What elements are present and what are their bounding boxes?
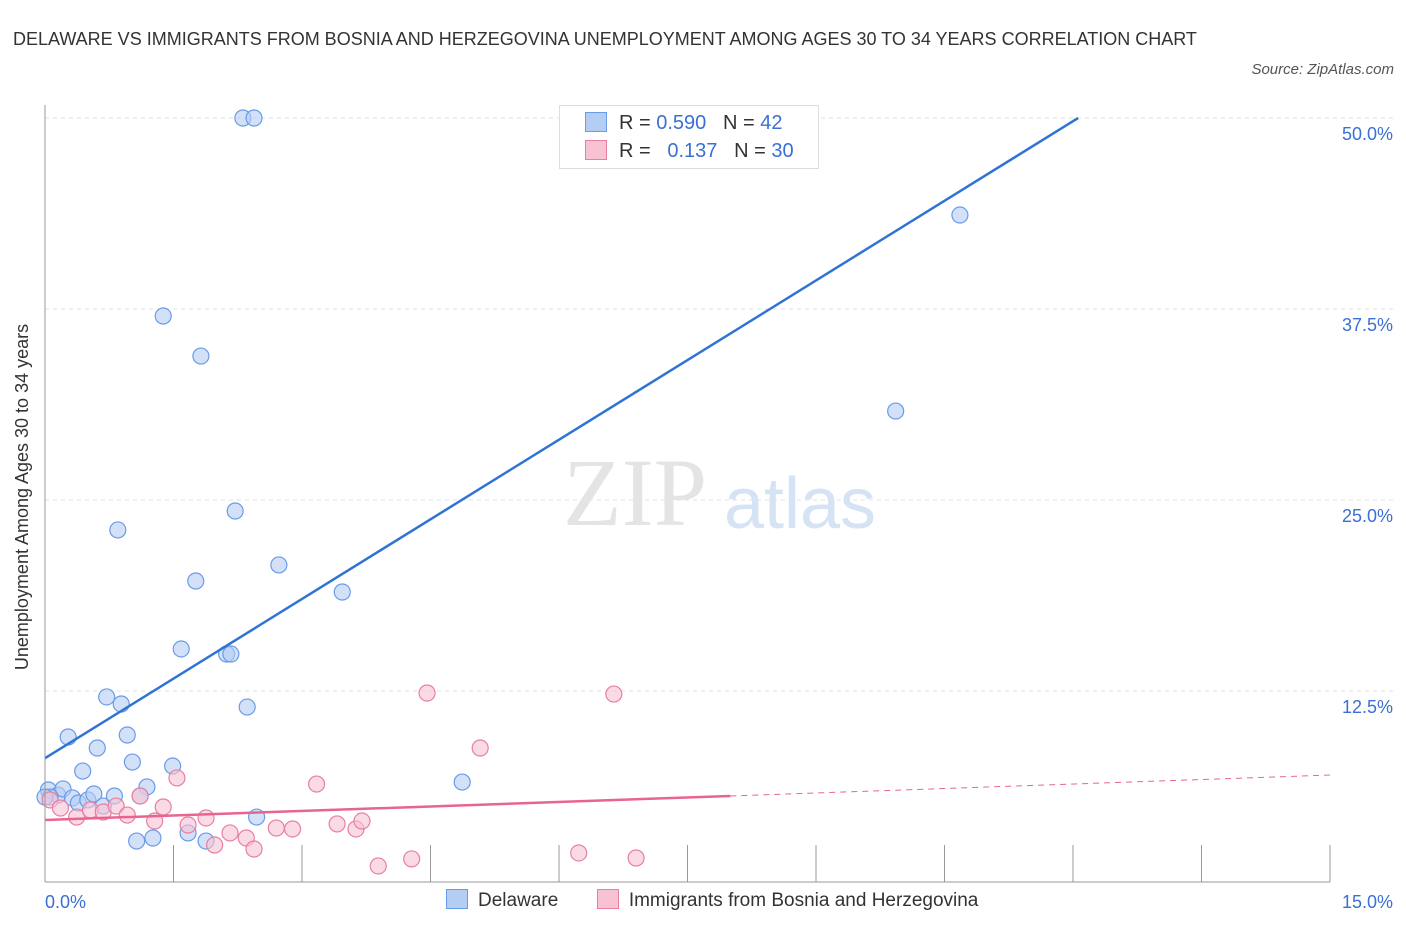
delaware-point [270, 556, 288, 574]
delaware-point [123, 753, 141, 771]
bosnia-trend-line [44, 794, 731, 822]
bosnia-point [403, 850, 421, 868]
watermark-zip: ZIP [563, 439, 707, 546]
bosnia-point [267, 819, 285, 837]
delaware-point [144, 829, 162, 847]
bosnia-point [168, 769, 186, 787]
n-value: 42 [760, 112, 783, 134]
x-tick-label-max: 15.0% [1342, 892, 1393, 912]
chart-source: Source: ZipAtlas.com [1251, 61, 1394, 78]
bosnia-point [328, 815, 346, 833]
delaware-point [85, 785, 103, 803]
n-label: N = [734, 140, 766, 162]
bosnia-point [221, 824, 239, 842]
delaware-point [128, 832, 146, 850]
bosnia-point [68, 808, 86, 826]
y-tick-label: 50.0% [1342, 124, 1393, 144]
n-label: N = [722, 112, 755, 134]
delaware-point [226, 502, 244, 520]
delaware-point [333, 583, 351, 601]
bosnia-point [131, 787, 149, 805]
watermark-atlas: atlas [724, 464, 876, 544]
bosnia-point [283, 820, 302, 838]
delaware-swatch-icon [585, 112, 607, 132]
legend-delaware: Delaware [478, 890, 559, 911]
y-tick-label: 12.5% [1342, 697, 1393, 717]
bosnia-point [627, 849, 645, 867]
legend-bosnia: Immigrants from Bosnia and Herzegovina [628, 890, 979, 911]
bosnia-point [245, 840, 263, 858]
bosnia-point [570, 844, 588, 862]
delaware-point [98, 688, 116, 706]
bosnia-point [51, 799, 70, 817]
delaware-point [187, 572, 205, 590]
r-label: R = [619, 112, 651, 134]
bosnia-point [605, 685, 623, 703]
delaware-point [192, 347, 210, 365]
delaware-point [951, 206, 969, 224]
delaware-point [238, 698, 256, 716]
y-axis-label: Unemployment Among Ages 30 to 34 years [12, 324, 32, 670]
delaware-point [154, 307, 172, 325]
series-legend: Delaware Immigrants from Bosnia and Herz… [446, 889, 978, 912]
bosnia-point [118, 806, 136, 824]
r-value: 0.590 [656, 112, 707, 134]
delaware-point [245, 109, 263, 127]
bosnia-point [418, 684, 436, 702]
bosnia-point [471, 739, 489, 757]
legend-row-delaware: R = 0.590 N = 42 [585, 112, 782, 135]
bosnia-point [154, 798, 172, 816]
delaware-point [453, 773, 471, 791]
delaware-point [172, 640, 190, 658]
delaware-point [222, 645, 240, 663]
delaware-point [118, 726, 136, 744]
r-label: R = [619, 140, 651, 162]
delaware-point [88, 739, 106, 757]
bosnia-point [179, 816, 197, 834]
stats-legend: R = 0.590 N = 42 R = 0.137 N = 30 [559, 105, 819, 169]
delaware-point [887, 402, 905, 420]
n-value: 30 [771, 140, 794, 162]
bosnia-point [353, 812, 371, 830]
bosnia-swatch-icon [596, 889, 619, 909]
chart-title: DELAWARE VS IMMIGRANTS FROM BOSNIA AND H… [13, 29, 1197, 49]
bosnia-trend-extension [730, 774, 1331, 797]
x-tick-label-min: 0.0% [45, 892, 86, 912]
bosnia-swatch-icon [585, 140, 607, 160]
y-tick-label: 25.0% [1342, 506, 1393, 526]
delaware-point [109, 521, 127, 539]
bosnia-point [369, 857, 387, 875]
bosnia-point [307, 775, 326, 793]
delaware-swatch-icon [446, 889, 468, 909]
r-value: 0.137 [667, 140, 718, 162]
delaware-trend-line [44, 116, 1079, 760]
bosnia-point [206, 836, 224, 854]
delaware-point [74, 762, 92, 780]
bosnia-point [197, 809, 215, 827]
legend-row-bosnia: R = 0.137 N = 30 [585, 140, 794, 163]
y-tick-label: 37.5% [1342, 315, 1393, 335]
bosnia-point [107, 797, 125, 815]
